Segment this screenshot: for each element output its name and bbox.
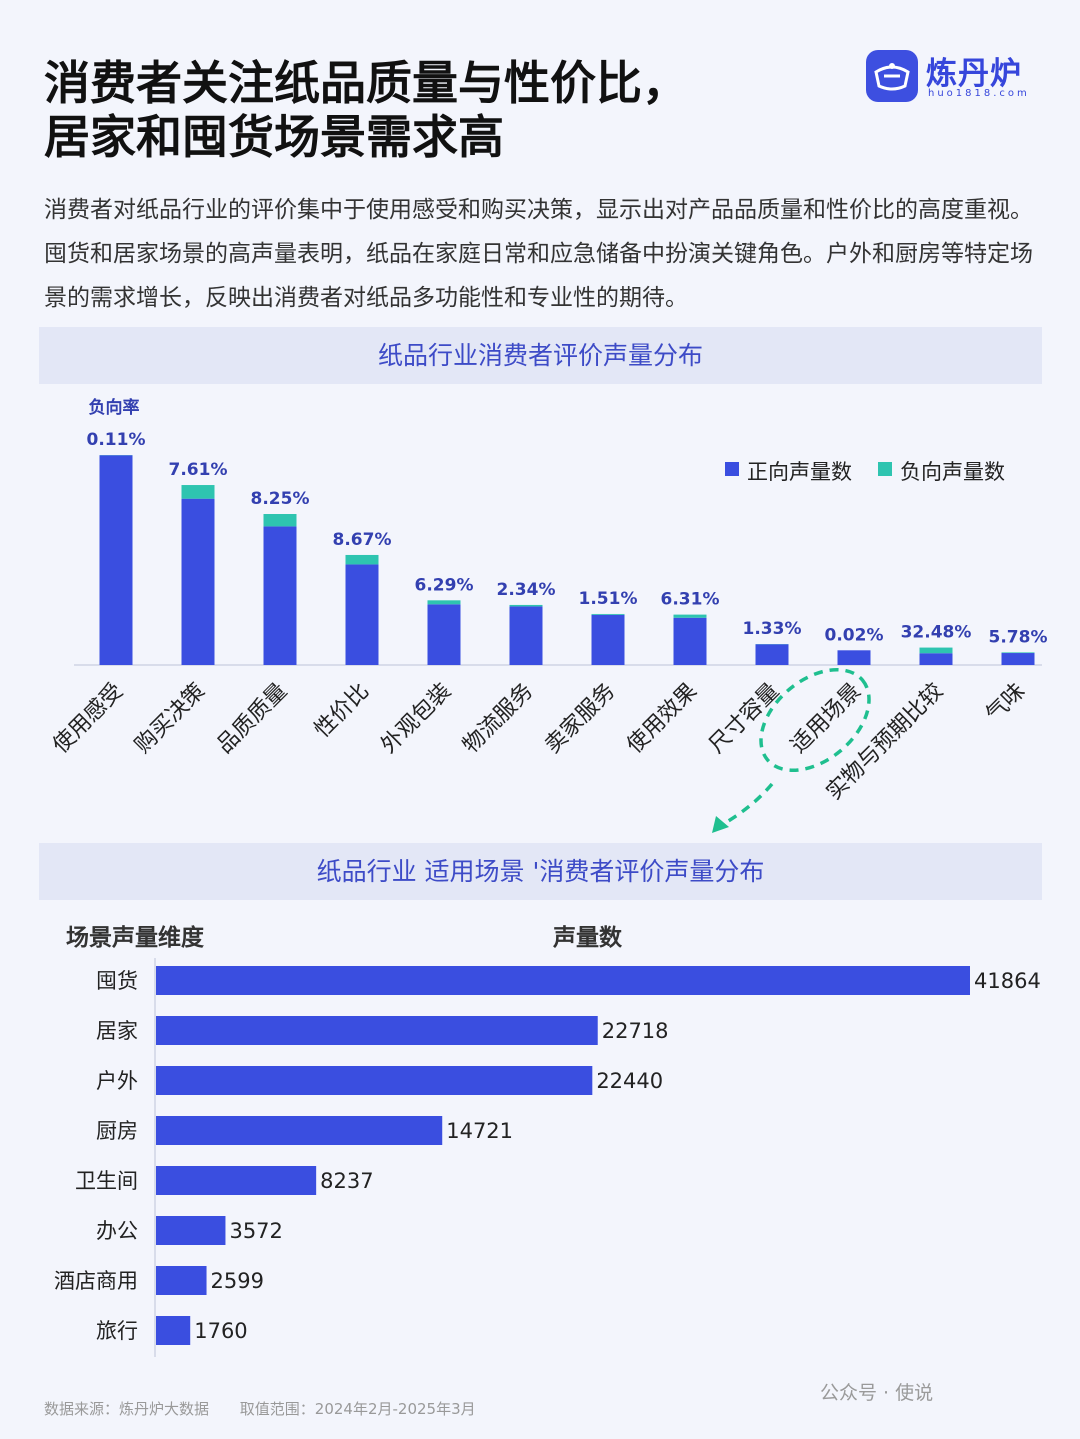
brand-name: 炼丹炉 (926, 56, 1022, 92)
legend-label-positive: 正向声量数 (747, 460, 852, 484)
bar-positive (919, 653, 953, 665)
footer: 数据来源：炼丹炉大数据 取值范围：2024年2月-2025年3月 (44, 1398, 502, 1419)
bar-rate-label: 7.61% (169, 460, 228, 480)
bar-category-label: 尺寸容量 (704, 679, 784, 759)
rate-title: 负向率 (89, 397, 140, 418)
bar-rate-label: 0.11% (87, 430, 146, 450)
bar-category-label: 气味 (981, 679, 1030, 728)
bar-category-label: 品质质量 (212, 679, 292, 759)
bar-rate-label: 6.31% (661, 590, 720, 610)
highlight-ellipse (759, 667, 871, 773)
bar-rate-label: 1.33% (743, 619, 802, 639)
hbar-value-label: 3572 (229, 1219, 282, 1243)
bar-negative (181, 485, 215, 499)
bar-rate-label: 6.29% (415, 575, 474, 595)
bar-category-label: 购买决策 (130, 679, 210, 759)
hbar-category-label: 旅行 (96, 1319, 138, 1343)
bar-category-label: 适用场景 (786, 679, 866, 759)
hbar-category-label: 卫生间 (75, 1169, 138, 1193)
bar-positive (99, 455, 133, 665)
bar-rate-label: 32.48% (901, 623, 972, 643)
bar-category-label: 物流服务 (458, 679, 538, 759)
hbar (156, 1066, 593, 1095)
bar-positive (755, 644, 789, 665)
watermark: 公众号 · 使说 (820, 1382, 934, 1404)
hbar-value-label: 14721 (446, 1119, 513, 1143)
hbars-group: 囤货 41864 居家 22718 户外 22440 厨房 14721 卫生间 8237 办公 357… (54, 966, 1041, 1345)
bar-rate-label: 5.78% (989, 627, 1048, 647)
bar-positive (509, 606, 543, 665)
chart1-title: 纸品行业消费者评价声量分布 (39, 327, 1042, 384)
bar-negative (919, 647, 953, 654)
bar-positive (591, 614, 625, 665)
hbar-category-label: 酒店商用 (54, 1269, 138, 1293)
bar-positive (345, 564, 379, 665)
bar-rate-label: 1.51% (579, 589, 638, 609)
bar-negative (263, 514, 297, 527)
bar-category-label: 卖家服务 (540, 679, 620, 759)
hbar-category-label: 厨房 (96, 1119, 138, 1143)
bar-negative (427, 600, 461, 605)
bar-category-label: 使用效果 (622, 679, 702, 759)
hbar-value-label: 41864 (974, 969, 1041, 993)
hbar-value-label: 8237 (320, 1169, 373, 1193)
hbar-value-label: 22718 (602, 1019, 669, 1043)
legend-swatch-negative (878, 462, 892, 476)
bar-rate-label: 0.02% (825, 625, 884, 645)
value-header: 声量数 (553, 925, 622, 951)
bar-category-label: 使用感受 (48, 679, 128, 759)
intro-paragraph: 消费者对纸品行业的评价集中于使用感受和购买决策，显示出对产品品质量和性价比的高度… (44, 197, 1033, 311)
bar-negative (591, 613, 625, 615)
hbar-value-label: 1760 (194, 1319, 247, 1343)
hbar-category-label: 户外 (96, 1069, 138, 1093)
footer-range: 取值范围：2024年2月-2025年3月 (239, 1400, 476, 1418)
page-title-line2: 居家和囤货场景需求高 (44, 110, 504, 164)
legend: 正向声量数 负向声量数 (725, 460, 1005, 484)
hbar-category-label: 居家 (96, 1019, 138, 1043)
footer-source: 数据来源：炼丹炉大数据 (44, 1400, 210, 1418)
hbar (156, 1216, 226, 1245)
bar-positive (673, 617, 707, 665)
hbar-value-label: 2599 (211, 1269, 264, 1293)
brand-logo-block: 炼丹炉 huo1818.com (866, 50, 1046, 106)
hbar (156, 966, 970, 995)
bar-positive (837, 650, 871, 665)
bars-group: 0.11% 使用感受 7.61% 购买决策 8.25% 品质质量 8.67% 性价比 6.29%… (48, 430, 1047, 805)
hbar (156, 1266, 207, 1295)
bar-negative (1001, 652, 1035, 654)
brand-url: huo1818.com (928, 88, 1030, 99)
bar-positive (1001, 653, 1035, 665)
page-title-line1: 消费者关注纸品质量与性价比， (44, 56, 688, 110)
hbar (156, 1016, 598, 1045)
scenario-hbar-chart: 囤货 41864 居家 22718 户外 22440 厨房 14721 卫生间 8237 办公 357… (54, 958, 1041, 1357)
bar-positive (427, 604, 461, 665)
hbar (156, 1316, 191, 1345)
bar-negative (673, 614, 707, 618)
bar-negative (509, 604, 543, 607)
bar-rate-label: 8.25% (251, 489, 310, 509)
arrow-head-icon (712, 816, 729, 833)
legend-label-negative: 负向声量数 (900, 460, 1005, 484)
highlight-annotation (712, 667, 871, 833)
hbar-category-label: 囤货 (96, 969, 138, 993)
bar-negative (345, 554, 379, 565)
highlight-arrow (715, 782, 774, 830)
chart2-title: 纸品行业 适用场景 '消费者评价声量分布 (39, 843, 1042, 900)
legend-swatch-positive (725, 462, 739, 476)
hbar (156, 1116, 443, 1145)
brand-logo-icon (866, 50, 918, 102)
hbar-category-label: 办公 (96, 1219, 138, 1243)
dimension-header: 场景声量维度 (66, 925, 204, 951)
sentiment-bar-chart: 负向率 正向声量数 负向声量数 0.11% 使用感受 7.61% 购买决策 8.25% 品… (48, 397, 1047, 833)
hbar-value-label: 22440 (596, 1069, 663, 1093)
bar-rate-label: 8.67% (333, 530, 392, 550)
bar-category-label: 外观包装 (376, 679, 456, 759)
bar-positive (181, 498, 215, 665)
bar-positive (263, 526, 297, 665)
bar-category-label: 性价比 (310, 679, 374, 743)
hbar (156, 1166, 317, 1195)
page-title: 消费者关注纸品质量与性价比， 居家和囤货场景需求高 (44, 56, 804, 164)
bar-rate-label: 2.34% (497, 580, 556, 600)
